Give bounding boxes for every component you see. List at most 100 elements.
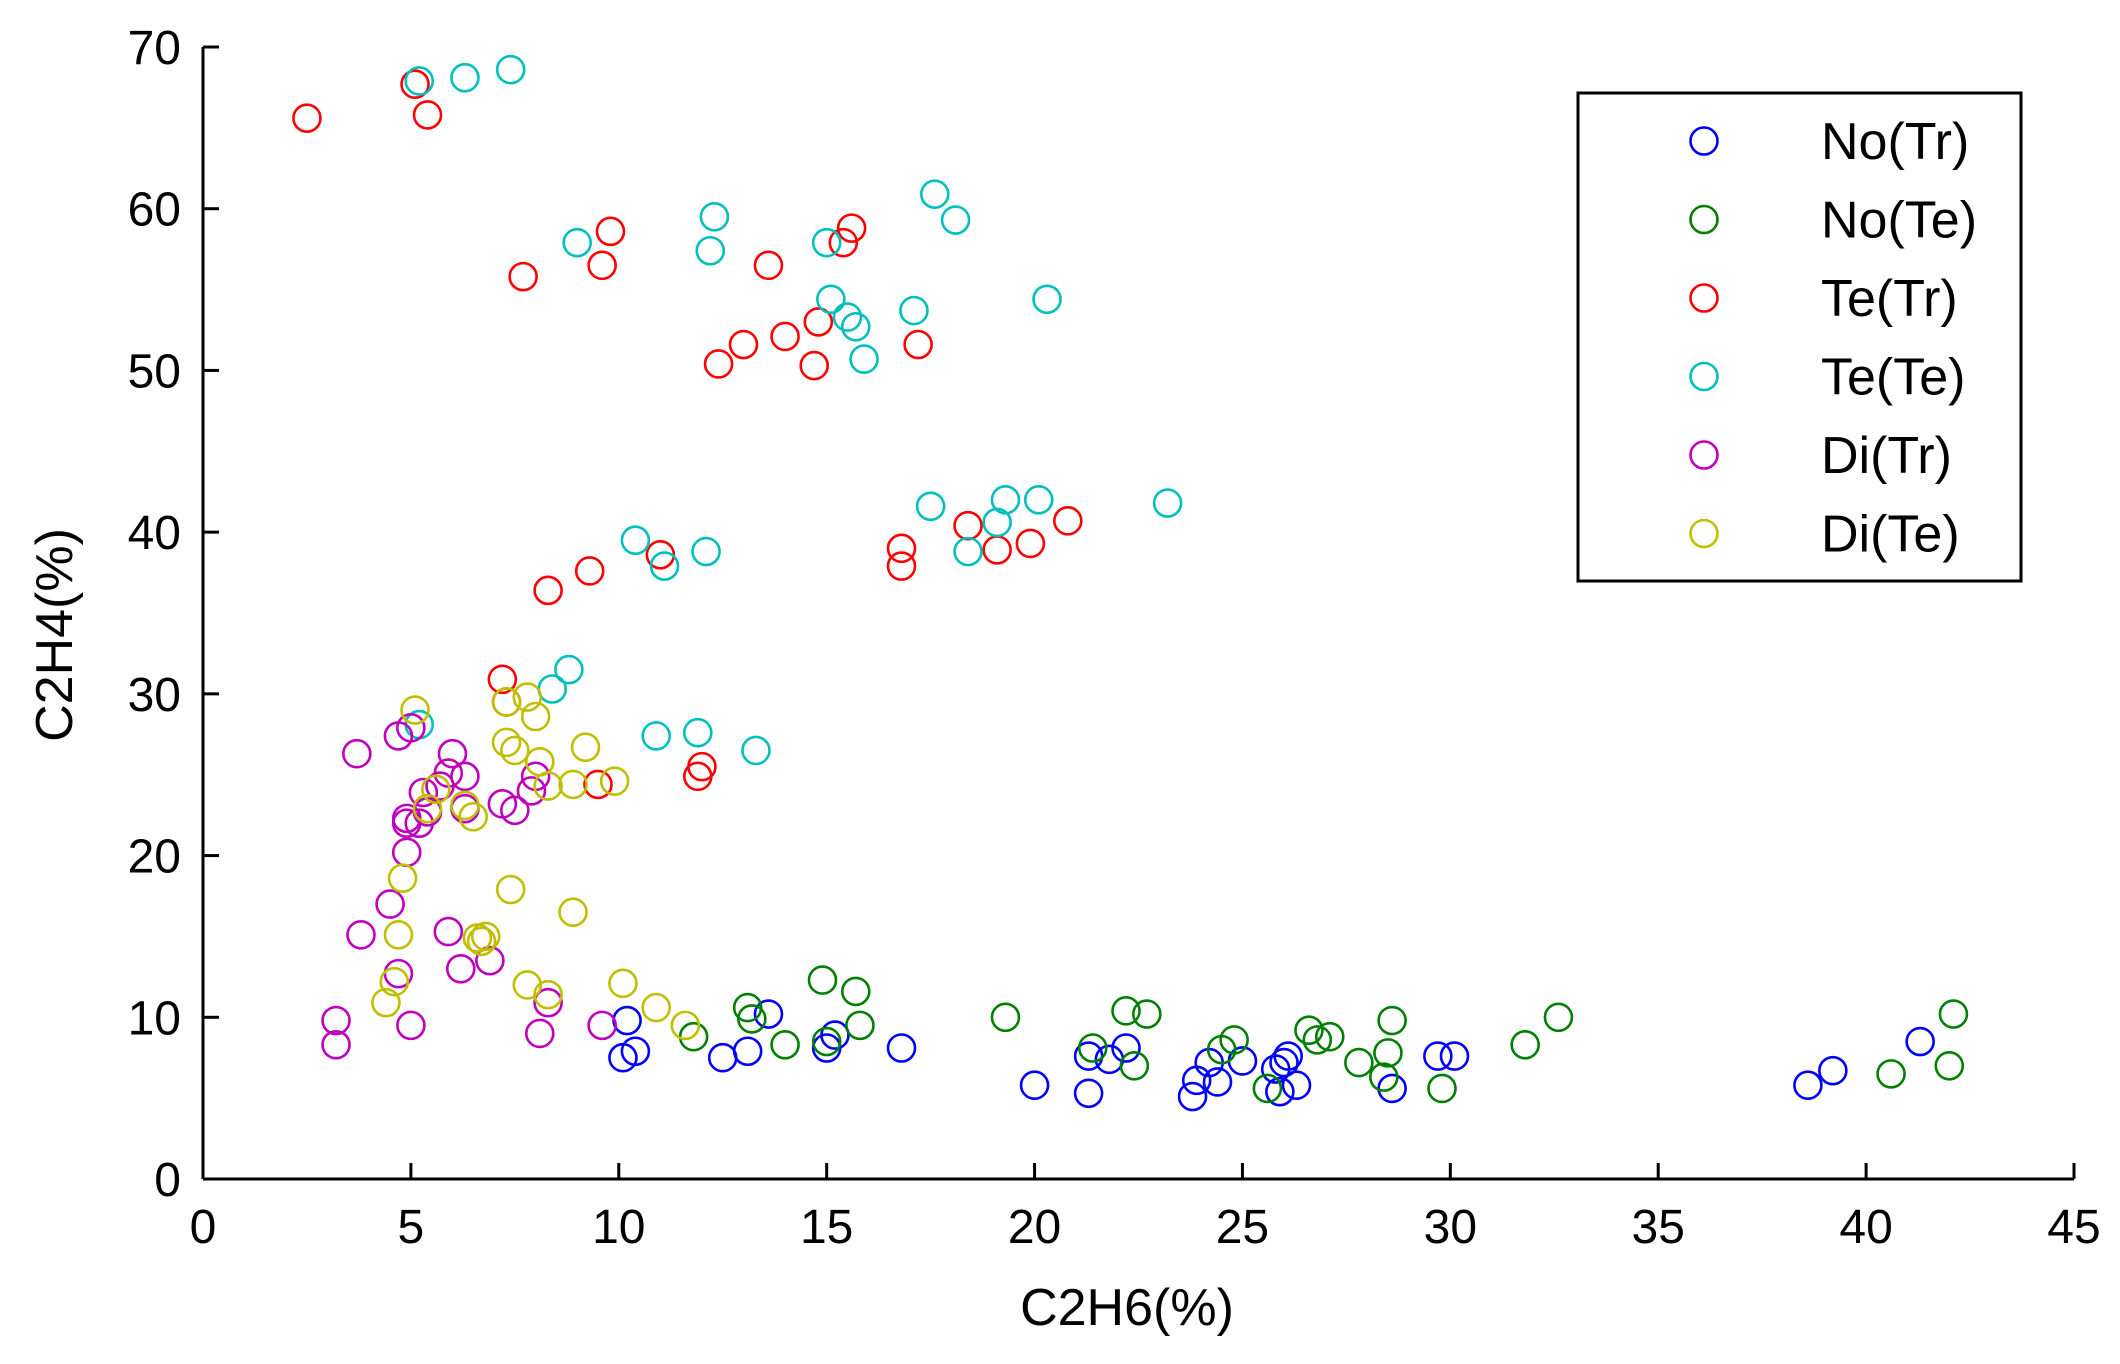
data-point — [811, 227, 842, 258]
data-point — [1793, 1070, 1823, 1101]
data-point — [919, 179, 950, 209]
data-point — [421, 774, 451, 805]
data-point — [703, 349, 734, 379]
data-point — [699, 202, 730, 232]
data-point — [512, 682, 543, 712]
data-point — [612, 1005, 642, 1036]
data-point — [1177, 1081, 1208, 1112]
data-point — [649, 551, 680, 581]
x-tick-label: 45 — [2047, 1201, 2100, 1254]
data-point — [1273, 1041, 1303, 1071]
data-point — [1023, 484, 1054, 515]
data-point — [1111, 1033, 1141, 1063]
data-point — [990, 484, 1021, 515]
y-tick-label: 0 — [154, 1154, 181, 1207]
data-point — [886, 1033, 917, 1063]
data-point — [558, 897, 588, 927]
data-point — [770, 1029, 800, 1060]
data-point — [495, 54, 526, 85]
data-point — [641, 721, 671, 751]
data-point — [1423, 1041, 1453, 1071]
data-point — [953, 536, 983, 567]
data-point — [475, 945, 505, 976]
data-point — [1053, 506, 1083, 536]
data-point — [1132, 999, 1162, 1029]
data-point — [391, 837, 422, 868]
y-tick-label: 20 — [128, 831, 181, 884]
data-point — [400, 695, 430, 725]
axes — [201, 47, 2074, 1181]
data-point — [450, 62, 480, 93]
data-point — [1302, 1025, 1333, 1055]
legend-marker — [1689, 518, 1719, 549]
data-point — [1073, 1078, 1104, 1109]
data-point — [437, 738, 468, 769]
data-point — [1369, 1062, 1399, 1092]
data-point — [903, 329, 933, 360]
data-point — [396, 713, 426, 743]
data-point — [520, 701, 551, 732]
data-point — [487, 664, 518, 695]
data-point — [799, 350, 829, 381]
data-point — [828, 227, 859, 258]
legend-label: Di(Tr) — [1821, 427, 1952, 485]
data-point — [1019, 1070, 1050, 1101]
data-point — [595, 216, 626, 247]
data-point — [1032, 284, 1062, 315]
data-point — [412, 793, 443, 824]
data-point — [375, 889, 405, 919]
data-point — [1219, 1025, 1249, 1055]
tick-labels: 0 5 10 15 20 25 30 35 40 45 0 10 20 30 40 50 60 70 — [128, 22, 2101, 1254]
data-point — [524, 1018, 555, 1049]
data-point — [886, 533, 917, 564]
data-point — [524, 746, 555, 777]
data-point — [836, 213, 867, 243]
data-point — [508, 261, 538, 292]
data-point — [803, 307, 834, 337]
data-point — [816, 284, 846, 315]
data-point — [1543, 1002, 1574, 1033]
data-point — [620, 1036, 651, 1067]
data-point — [400, 69, 430, 99]
data-point — [412, 100, 443, 130]
data-point — [404, 66, 435, 96]
data-point — [707, 1042, 738, 1073]
data-point — [1119, 1051, 1150, 1081]
x-tick-label: 35 — [1632, 1201, 1685, 1254]
data-point — [840, 311, 871, 342]
data-point — [845, 1010, 875, 1041]
data-point — [587, 1010, 617, 1041]
data-point — [1439, 1041, 1470, 1071]
data-point — [558, 769, 588, 800]
data-point — [292, 103, 322, 133]
data-point — [687, 751, 717, 782]
x-tick-label: 15 — [800, 1201, 853, 1254]
data-point — [466, 926, 497, 957]
y-tick-label: 40 — [128, 507, 181, 560]
data-point — [732, 1036, 763, 1067]
data-point — [470, 921, 501, 952]
data-points — [292, 54, 1969, 1112]
data-point — [512, 970, 543, 1000]
data-point — [500, 735, 530, 766]
series-te-tr- — [292, 69, 1083, 800]
data-point — [1077, 1033, 1108, 1063]
data-point — [516, 776, 547, 806]
data-point — [383, 920, 414, 950]
series-no-tr- — [608, 999, 1935, 1112]
legend-label: Te(Te) — [1821, 349, 1965, 407]
data-point — [1344, 1047, 1374, 1078]
data-point — [608, 968, 638, 999]
data-point — [737, 1004, 767, 1034]
data-point — [587, 250, 617, 281]
data-point — [691, 536, 721, 567]
data-point — [533, 771, 563, 801]
data-point — [1377, 1005, 1407, 1036]
data-point — [433, 916, 464, 947]
data-point — [379, 966, 410, 997]
data-point — [899, 295, 929, 326]
data-point — [1314, 1021, 1345, 1052]
data-point — [682, 717, 713, 748]
y-tick-label: 60 — [128, 184, 181, 237]
data-point — [728, 329, 759, 360]
